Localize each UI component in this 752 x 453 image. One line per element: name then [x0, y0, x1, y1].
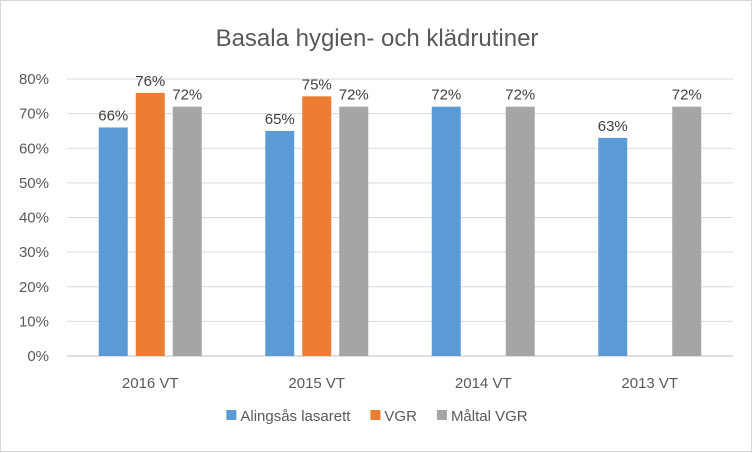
- y-tick-label: 20%: [19, 279, 49, 296]
- data-label: 72%: [505, 87, 535, 104]
- y-tick-label: 60%: [19, 140, 49, 157]
- bar-alings-s-lasarett-2014-vt: [431, 106, 461, 356]
- bar-alings-s-lasarett-2015-vt: [265, 130, 295, 356]
- x-tick-label: 2014 VT: [455, 375, 512, 392]
- data-label: 72%: [172, 87, 202, 104]
- bar-alings-s-lasarett-2013-vt: [598, 137, 628, 356]
- legend-item: Alingsås lasarett: [226, 408, 351, 425]
- data-label: 72%: [672, 87, 702, 104]
- y-tick-label: 40%: [19, 210, 49, 227]
- data-label: 66%: [98, 107, 128, 124]
- bar-vgr-2016-vt: [135, 92, 165, 356]
- bar-m-ltal-vgr-2016-vt: [172, 106, 202, 356]
- y-tick-label: 80%: [19, 71, 49, 88]
- y-tick-label: 30%: [19, 244, 49, 261]
- x-tick-label: 2016 VT: [122, 375, 179, 392]
- data-label: 76%: [135, 73, 165, 90]
- y-tick-label: 10%: [19, 313, 49, 330]
- chart-title: Basala hygien- och klädrutiner: [216, 25, 539, 52]
- legend-label: Alingsås lasarett: [240, 408, 351, 425]
- gridlines: [67, 78, 733, 357]
- data-label: 72%: [431, 87, 461, 104]
- legend-swatch: [436, 410, 447, 420]
- legend-label: Måltal VGR: [451, 408, 528, 425]
- y-tick-label: 50%: [19, 175, 49, 192]
- bar-alings-s-lasarett-2016-vt: [98, 127, 128, 356]
- bar-m-ltal-vgr-2013-vt: [672, 106, 702, 356]
- data-label: 75%: [302, 76, 332, 93]
- bar-m-ltal-vgr-2014-vt: [505, 106, 535, 356]
- legend-item: VGR: [370, 408, 417, 425]
- data-label: 65%: [265, 111, 295, 128]
- y-axis-ticks: 0% 10% 20% 30% 40% 50% 60% 70% 80%: [19, 71, 49, 365]
- data-label: 72%: [339, 87, 369, 104]
- y-tick-label: 0%: [27, 348, 49, 365]
- bars: [98, 92, 702, 356]
- legend: Alingsås lasarett VGR Måltal VGR: [226, 408, 528, 425]
- data-labels: 66% 76% 72% 65% 75% 72% 72% 72% 63% 72%: [98, 73, 702, 135]
- legend-item: Måltal VGR: [436, 408, 528, 425]
- x-tick-label: 2013 VT: [621, 375, 678, 392]
- x-tick-label: 2015 VT: [288, 375, 345, 392]
- legend-swatch: [226, 410, 237, 420]
- legend-swatch: [370, 410, 381, 420]
- y-tick-label: 70%: [19, 106, 49, 123]
- x-axis-ticks: 2016 VT 2015 VT 2014 VT 2013 VT: [122, 375, 678, 392]
- bar-vgr-2015-vt: [302, 96, 332, 356]
- legend-label: VGR: [384, 408, 417, 425]
- data-label: 63%: [598, 118, 628, 135]
- bar-m-ltal-vgr-2015-vt: [339, 106, 369, 356]
